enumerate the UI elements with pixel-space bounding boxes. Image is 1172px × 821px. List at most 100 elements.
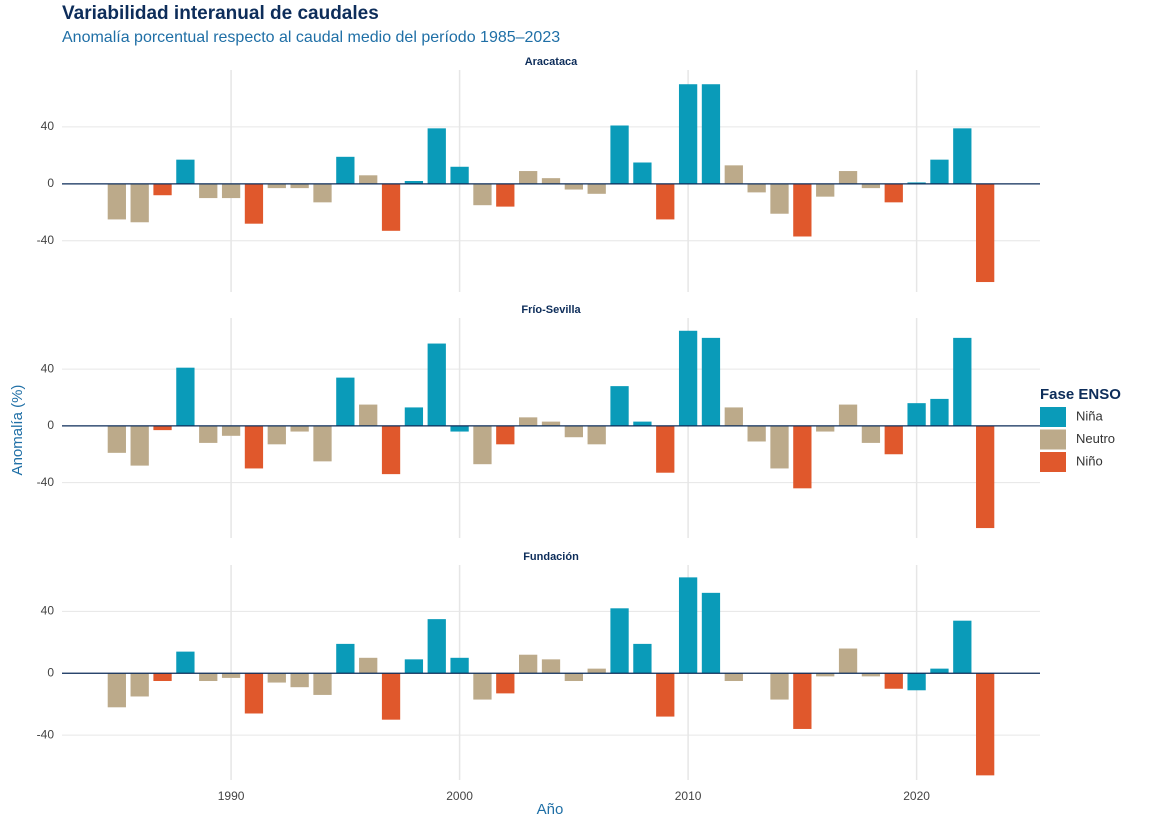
bar xyxy=(496,425,515,445)
bar xyxy=(953,337,972,426)
bar xyxy=(633,421,652,426)
bar xyxy=(610,608,629,674)
x-tick-label: 2010 xyxy=(675,789,702,803)
bar xyxy=(199,183,218,199)
bar xyxy=(313,425,332,462)
bar xyxy=(519,171,538,184)
bar xyxy=(838,171,858,184)
bar xyxy=(976,183,995,283)
facet-title: Fundación xyxy=(523,551,579,563)
y-axis-label: Anomalía (%) xyxy=(9,385,26,476)
legend-swatch xyxy=(1040,429,1066,450)
bar xyxy=(359,657,378,674)
bar xyxy=(404,659,424,674)
bar xyxy=(656,673,675,717)
bar xyxy=(564,425,583,438)
bar xyxy=(221,425,241,436)
y-tick-label: 0 xyxy=(47,418,54,432)
bar xyxy=(816,425,835,432)
bar xyxy=(793,183,812,237)
bar xyxy=(770,673,789,700)
bar xyxy=(473,673,492,700)
bar xyxy=(427,128,446,184)
bar xyxy=(107,425,126,453)
bar xyxy=(404,181,424,184)
bar xyxy=(884,673,903,689)
bar xyxy=(907,673,926,691)
bar xyxy=(610,386,629,426)
bar xyxy=(564,673,583,682)
bar xyxy=(633,162,652,184)
bar xyxy=(130,425,149,466)
x-tick-label: 2000 xyxy=(446,789,473,803)
bar xyxy=(381,673,401,720)
y-tick-label: 0 xyxy=(47,665,54,679)
bar xyxy=(519,417,538,426)
facet-title: Frío-Sevilla xyxy=(521,304,581,316)
bar xyxy=(541,659,561,674)
x-axis-label: Año xyxy=(537,801,564,818)
y-tick-label: 40 xyxy=(41,119,55,133)
bar xyxy=(770,183,789,214)
bar xyxy=(884,183,903,203)
bar xyxy=(313,673,332,695)
bar xyxy=(359,404,378,426)
bar xyxy=(107,673,126,708)
bar xyxy=(153,425,172,431)
bar xyxy=(724,165,743,184)
chart-subtitle: Anomalía porcentual respecto al caudal m… xyxy=(62,29,560,46)
bar xyxy=(587,668,606,674)
y-tick-label: -40 xyxy=(37,727,55,741)
bar xyxy=(587,183,606,194)
bar xyxy=(976,425,995,529)
bar xyxy=(450,425,469,432)
bar xyxy=(290,183,309,189)
bar xyxy=(496,183,515,207)
bar xyxy=(336,156,355,184)
bar xyxy=(496,673,515,694)
bar xyxy=(130,183,149,223)
bar xyxy=(404,407,424,426)
y-tick-label: -40 xyxy=(37,475,55,489)
bar xyxy=(541,178,561,184)
bar xyxy=(244,673,264,714)
legend-label: Niño xyxy=(1076,453,1103,468)
bar xyxy=(130,673,149,697)
legend-label: Niña xyxy=(1076,408,1104,423)
bar xyxy=(953,620,972,674)
bar xyxy=(701,84,721,184)
bar xyxy=(290,425,309,432)
y-tick-label: 40 xyxy=(41,361,55,375)
bar xyxy=(519,654,538,674)
bar xyxy=(107,183,126,220)
bar xyxy=(816,183,835,197)
legend-swatch xyxy=(1040,452,1066,472)
bar xyxy=(176,159,195,184)
bar xyxy=(153,673,172,682)
bar xyxy=(176,367,195,426)
bar xyxy=(678,577,698,674)
bar xyxy=(724,407,743,426)
bar xyxy=(884,425,903,455)
bar xyxy=(816,673,835,677)
bar xyxy=(907,182,926,184)
bar xyxy=(450,657,469,674)
bar xyxy=(747,183,766,193)
bar xyxy=(427,343,446,426)
bar xyxy=(678,330,698,426)
bar xyxy=(838,404,858,426)
bar xyxy=(633,643,652,674)
bar xyxy=(267,183,286,189)
bar xyxy=(770,425,789,469)
bar xyxy=(290,673,309,688)
bar xyxy=(678,84,698,184)
bar xyxy=(244,183,264,224)
legend-title: Fase ENSO xyxy=(1040,386,1121,403)
facet-title: Aracataca xyxy=(525,56,578,68)
bar xyxy=(267,673,286,683)
bar xyxy=(153,183,172,196)
y-tick-label: 40 xyxy=(41,604,55,618)
bar xyxy=(244,425,264,469)
bar xyxy=(381,183,401,231)
